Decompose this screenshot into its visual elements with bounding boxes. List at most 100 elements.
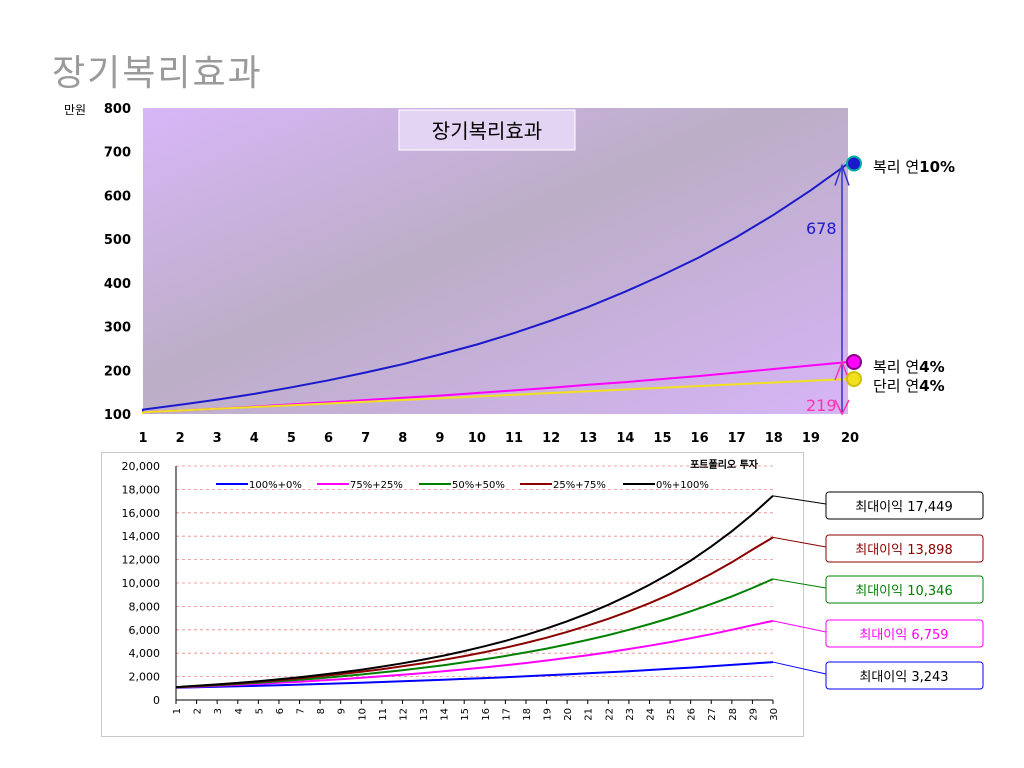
y-tick-label: 20,000 <box>122 460 161 473</box>
y-tick-label: 300 <box>104 321 131 336</box>
callout-leader <box>772 495 827 505</box>
y-tick-label: 8,000 <box>129 600 161 613</box>
x-tick-label: 18 <box>522 708 533 721</box>
series-label: 복리 연10% <box>873 158 955 176</box>
x-tick-label: 1 <box>138 431 147 446</box>
series-end-marker <box>846 155 862 172</box>
value-arrow-head <box>834 359 850 381</box>
max-profit-callout <box>825 491 984 520</box>
x-tick-label: 10 <box>468 431 486 446</box>
max-profit-label: 최대이익 17,449 <box>855 500 952 515</box>
x-tick-label: 19 <box>802 431 820 446</box>
portfolio-chart-panel <box>101 452 804 737</box>
plot-area <box>143 108 848 414</box>
callout-leader <box>772 536 827 548</box>
x-tick-label: 5 <box>254 708 265 714</box>
series-end-marker <box>846 353 862 370</box>
series-label: 단리 연4% <box>873 377 945 395</box>
arrow-head-bottom <box>834 399 850 416</box>
x-tick-label: 21 <box>584 708 595 721</box>
x-tick-label: 6 <box>324 431 333 446</box>
x-tick-label: 14 <box>616 431 634 446</box>
y-tick-label: 100 <box>104 408 131 423</box>
portfolio-chart-title: 포트폴리오 투자 <box>690 458 759 471</box>
x-tick-label: 29 <box>748 708 759 721</box>
value-label: 219 <box>806 396 837 415</box>
x-tick-label: 11 <box>378 708 389 721</box>
y-tick-label: 16,000 <box>122 507 161 520</box>
x-tick-label: 9 <box>435 431 444 446</box>
x-tick-label: 8 <box>398 431 407 446</box>
x-tick-label: 4 <box>234 708 245 714</box>
y-tick-label: 18,000 <box>122 483 161 496</box>
portfolio-series-line <box>175 619 774 689</box>
x-tick-label: 12 <box>398 708 409 721</box>
x-tick-label: 5 <box>287 431 296 446</box>
x-tick-label: 30 <box>769 708 780 721</box>
x-tick-label: 2 <box>193 708 204 714</box>
y-tick-label: 700 <box>104 146 131 161</box>
simple-4-line <box>142 378 849 414</box>
x-tick-label: 12 <box>542 431 560 446</box>
x-tick-label: 3 <box>213 431 222 446</box>
max-profit-label: 최대이익 13,898 <box>855 543 952 558</box>
y-axis-unit: 만원 <box>64 103 86 117</box>
portfolio-series-line <box>175 578 774 689</box>
x-tick-label: 11 <box>505 431 523 446</box>
x-tick-label: 26 <box>687 708 698 721</box>
legend-label: 50%+50% <box>452 480 505 491</box>
x-tick-label: 7 <box>361 431 370 446</box>
legend-label: 25%+75% <box>553 480 606 491</box>
x-tick-label: 14 <box>440 708 451 721</box>
x-tick-label: 19 <box>543 708 554 721</box>
x-tick-label: 6 <box>275 708 286 714</box>
x-tick-label: 1 <box>172 708 183 714</box>
legend-label: 100%+0% <box>249 480 302 491</box>
y-tick-label: 2,000 <box>129 671 161 684</box>
x-tick-label: 9 <box>337 708 348 714</box>
max-profit-callout <box>825 575 984 604</box>
callout-leader <box>772 578 827 589</box>
x-tick-label: 13 <box>579 431 597 446</box>
y-tick-label: 0 <box>153 694 160 707</box>
x-tick-label: 28 <box>728 708 739 721</box>
x-tick-label: 13 <box>419 708 430 721</box>
x-tick-label: 16 <box>691 431 709 446</box>
max-profit-callout <box>825 619 984 648</box>
portfolio-series-line <box>175 495 774 689</box>
x-tick-label: 17 <box>728 431 746 446</box>
x-tick-label: 15 <box>653 431 671 446</box>
y-tick-label: 12,000 <box>122 554 161 567</box>
y-tick-label: 4,000 <box>129 647 161 660</box>
x-tick-label: 8 <box>316 708 327 714</box>
slide-title: 장기복리효과 <box>52 53 263 94</box>
x-tick-label: 17 <box>501 708 512 721</box>
x-tick-label: 25 <box>666 708 677 721</box>
x-tick-label: 16 <box>481 708 492 721</box>
x-tick-label: 20 <box>841 431 859 446</box>
callout-leader <box>772 620 827 633</box>
y-tick-label: 6,000 <box>129 624 161 637</box>
callout-leader <box>772 661 827 675</box>
portfolio-series-line <box>175 661 774 689</box>
max-profit-label: 최대이익 3,243 <box>859 670 948 685</box>
x-tick-label: 15 <box>460 708 471 721</box>
y-tick-label: 10,000 <box>122 577 161 590</box>
y-tick-label: 14,000 <box>122 530 161 543</box>
chart-title-box <box>398 109 576 151</box>
x-tick-label: 2 <box>176 431 185 446</box>
y-tick-label: 200 <box>104 364 131 379</box>
y-tick-label: 500 <box>104 233 131 248</box>
max-profit-callout <box>825 534 984 563</box>
max-profit-label: 최대이익 6,759 <box>859 628 948 643</box>
x-tick-label: 18 <box>765 431 783 446</box>
x-tick-label: 10 <box>357 708 368 721</box>
series-end-marker <box>846 371 862 388</box>
difference-label: 678 <box>806 219 837 238</box>
max-profit-callout <box>825 661 984 690</box>
chart-title: 장기복리효과 <box>432 119 542 143</box>
compound-10-line <box>142 162 849 414</box>
x-tick-label: 27 <box>707 708 718 721</box>
x-tick-label: 23 <box>625 708 636 721</box>
